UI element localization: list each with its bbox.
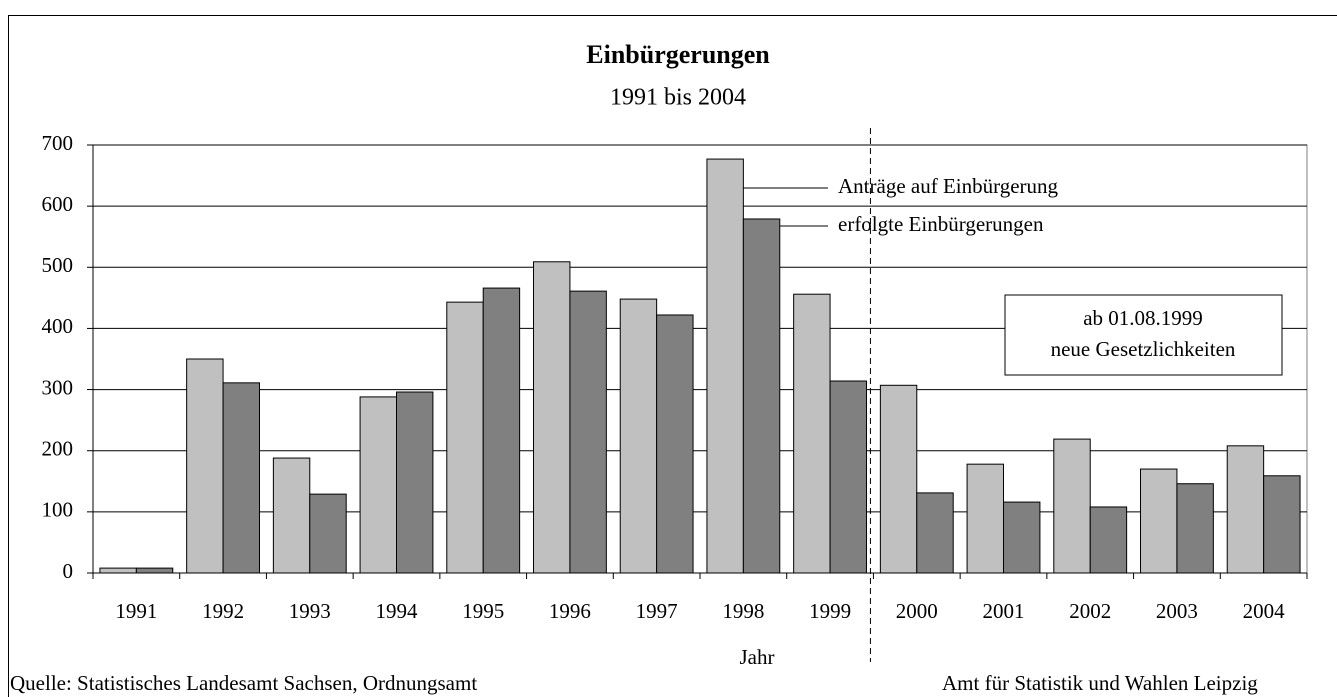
bar [359, 396, 397, 574]
bar [742, 218, 781, 574]
bar [482, 287, 521, 574]
y-tick-label: 100 [42, 498, 74, 522]
y-tick-label: 500 [42, 253, 74, 277]
x-tick-label: 1994 [376, 599, 419, 623]
outer-frame [8, 15, 1337, 697]
source: Quelle: Statistisches Landesamt Sachsen,… [10, 671, 477, 695]
annotation-box [1004, 294, 1283, 376]
bar [533, 261, 571, 574]
bar [99, 567, 137, 574]
bar [1053, 438, 1091, 574]
y-tick-label: 200 [42, 437, 74, 461]
annotation-text: ab 01.08.1999 [1083, 306, 1203, 330]
bar [706, 158, 744, 574]
chart-title: Einbürgerungen [586, 40, 770, 69]
y-tick-label: 600 [42, 192, 74, 216]
x-tick-label: 1995 [462, 599, 504, 623]
bar [222, 382, 260, 574]
bar [966, 463, 1005, 574]
x-tick-label: 2002 [1069, 599, 1111, 623]
credit: Amt für Statistik und Wahlen Leipzig [942, 671, 1258, 695]
y-tick-label: 0 [63, 559, 74, 583]
chart-subtitle: 1991 bis 2004 [610, 85, 746, 111]
bar [793, 293, 831, 574]
y-tick-label: 400 [42, 314, 74, 338]
annotation-text: neue Gesetzlichkeiten [1051, 337, 1236, 361]
bar [396, 391, 434, 574]
x-tick-label: 2004 [1243, 599, 1286, 623]
y-tick-label: 700 [42, 131, 74, 155]
x-tick-label: 1999 [809, 599, 851, 623]
bar [656, 314, 694, 574]
x-tick-label: 2003 [1156, 599, 1198, 623]
x-tick-label: 2000 [896, 599, 938, 623]
bar [1263, 475, 1301, 574]
bar [135, 567, 174, 574]
x-tick-label: 1993 [289, 599, 331, 623]
bar [309, 493, 347, 574]
bar [569, 290, 607, 574]
bar [829, 380, 867, 574]
x-tick-label: 1991 [115, 599, 157, 623]
x-tick-label: 1998 [722, 599, 764, 623]
bar [1003, 501, 1041, 574]
legend-label: erfolgte Einbürgerungen [838, 212, 1044, 236]
y-tick-label: 300 [42, 375, 74, 399]
bar [186, 358, 224, 574]
bar [1140, 468, 1178, 574]
bar [1226, 445, 1265, 574]
bar [1176, 483, 1214, 574]
bar [619, 298, 658, 574]
bar [1089, 506, 1128, 574]
bar [879, 384, 918, 574]
x-tick-label: 1997 [636, 599, 678, 623]
x-axis-label: Jahr [740, 645, 775, 669]
x-tick-label: 1996 [549, 599, 591, 623]
bar [446, 301, 484, 574]
x-tick-label: 1992 [202, 599, 244, 623]
bar [272, 457, 311, 574]
x-tick-label: 2001 [983, 599, 1025, 623]
legend-label: Anträge auf Einbürgerung [838, 174, 1059, 198]
bar [916, 492, 954, 574]
